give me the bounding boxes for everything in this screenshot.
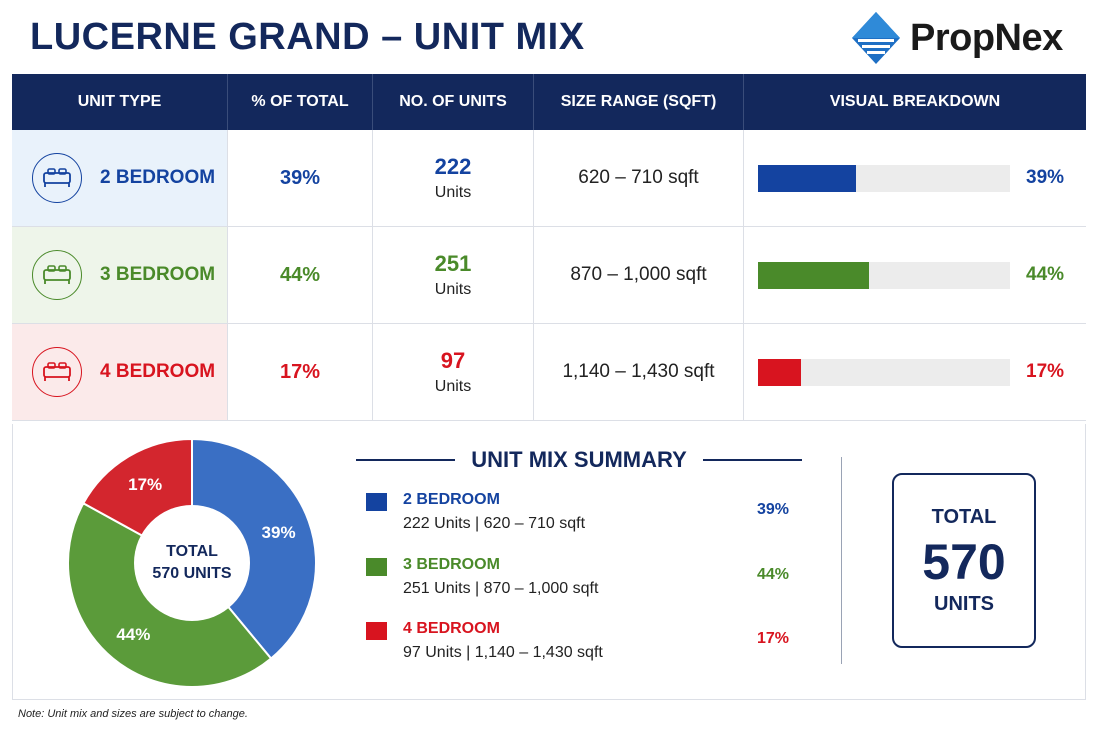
footnote: Note: Unit mix and sizes are subject to … [18, 708, 248, 720]
unit-type-cell: 2 BEDROOM [12, 130, 228, 226]
size-range: 620 – 710 sqft [578, 167, 699, 188]
units-label: Units [434, 184, 472, 201]
bed-icon [32, 153, 82, 203]
total-value: 570 [922, 533, 1006, 590]
units-cell: 97 Units [373, 324, 534, 420]
units-cell: 222 Units [373, 130, 534, 226]
table-row: 4 BEDROOM 17% 97 Units 1,140 – 1,430 sqft… [12, 324, 1086, 421]
summary-item-percent: 44% [757, 566, 790, 583]
bed-icon [32, 250, 82, 300]
donut-center-label-line2: 570 UNITS [152, 565, 231, 582]
percent-cell: 17% [228, 324, 373, 420]
unit-mix-donut-chart: 39% 44% 17% TOTAL 570 UNITS [67, 437, 317, 688]
header-units: NO. OF UNITS [373, 74, 534, 130]
unit-type-cell: 4 BEDROOM [12, 324, 228, 420]
donut-slice-label: 17% [128, 475, 162, 494]
donut-center-label-line1: TOTAL [166, 543, 218, 560]
breakdown-bar-track [758, 358, 1010, 386]
summary-item-name: 4 BEDROOM [403, 620, 500, 637]
summary-title: UNIT MIX SUMMARY [471, 447, 687, 472]
size-range: 870 – 1,000 sqft [570, 264, 707, 285]
summary-item-detail: 222 Units | 620 – 710 sqft [403, 515, 586, 532]
summary-item-name: 3 BEDROOM [403, 556, 500, 573]
percent-cell: 44% [228, 227, 373, 323]
summary-item-percent: 17% [757, 630, 790, 647]
summary-item-detail: 97 Units | 1,140 – 1,430 sqft [403, 644, 603, 661]
units-count: 222 [434, 154, 472, 179]
unit-mix-table: UNIT TYPE % OF TOTAL NO. OF UNITS SIZE R… [12, 74, 1086, 421]
summary-item-percent: 39% [757, 501, 790, 518]
table-row: 2 BEDROOM 39% 222 Units 620 – 710 sqft 39… [12, 130, 1086, 227]
breakdown-bar-track [758, 164, 1010, 192]
breakdown-bar-fill [758, 358, 801, 386]
breakdown-percent-label: 17% [1026, 361, 1065, 382]
legend-swatch [366, 558, 387, 576]
size-range: 1,140 – 1,430 sqft [562, 361, 715, 382]
size-cell: 1,140 – 1,430 sqft [534, 324, 744, 420]
donut-slice-1 [191, 437, 317, 660]
brand-name: PropNex [910, 16, 1063, 59]
breakdown-bar-track [758, 261, 1010, 289]
breakdown-percent-label: 39% [1026, 167, 1065, 188]
legend-swatch [366, 622, 387, 640]
size-cell: 870 – 1,000 sqft [534, 227, 744, 323]
propnex-diamond-icon [852, 12, 900, 64]
summary-item-name: 2 BEDROOM [403, 491, 500, 508]
breakdown-cell: 17% [744, 324, 1086, 420]
percent-value: 17% [279, 360, 321, 383]
unit-type-label: 2 BEDROOM [100, 167, 216, 188]
breakdown-percent-label: 44% [1026, 264, 1065, 285]
percent-value: 39% [279, 166, 321, 189]
header-percent: % OF TOTAL [228, 74, 373, 130]
table-row: 3 BEDROOM 44% 251 Units 870 – 1,000 sqft … [12, 227, 1086, 324]
bed-icon [32, 347, 82, 397]
total-units-box: TOTAL 570 UNITS [892, 473, 1036, 648]
total-label-bottom: UNITS [934, 592, 994, 615]
percent-cell: 39% [228, 130, 373, 226]
page-title: LUCERNE GRAND – UNIT MIX [30, 16, 585, 58]
header-visual-breakdown: VISUAL BREAKDOWN [829, 93, 1001, 110]
units-cell: 251 Units [373, 227, 534, 323]
summary-divider [841, 457, 842, 664]
donut-hole [134, 505, 250, 621]
unit-type-cell: 3 BEDROOM [12, 227, 228, 323]
units-count: 251 [434, 251, 472, 276]
header-unit-type: UNIT TYPE [12, 74, 228, 130]
propnex-logo: PropNex [852, 12, 1063, 64]
summary-item-detail: 251 Units | 870 – 1,000 sqft [403, 580, 599, 597]
legend-swatch [366, 493, 387, 511]
donut-slice-label: 44% [116, 625, 150, 644]
table-header: UNIT TYPE % OF TOTAL NO. OF UNITS SIZE R… [12, 74, 1086, 130]
donut-slice-label: 39% [262, 523, 296, 542]
unit-type-label: 4 BEDROOM [100, 361, 216, 382]
unit-type-label: 3 BEDROOM [100, 264, 216, 285]
summary-heading: UNIT MIX SUMMARY [356, 447, 803, 473]
percent-value: 44% [279, 263, 321, 286]
units-label: Units [434, 281, 472, 298]
breakdown-cell: 39% [744, 130, 1086, 226]
total-label-top: TOTAL [931, 505, 997, 528]
breakdown-bar-fill [758, 164, 857, 192]
header-size-range: SIZE RANGE (SQFT) [534, 74, 744, 130]
units-count: 97 [440, 348, 466, 373]
heading-rule-right [702, 459, 803, 461]
summary-panel [12, 424, 1086, 700]
units-label: Units [434, 378, 472, 395]
heading-rule-left [356, 459, 456, 461]
breakdown-cell: 44% [744, 227, 1086, 323]
size-cell: 620 – 710 sqft [534, 130, 744, 226]
breakdown-bar-fill [758, 261, 869, 289]
